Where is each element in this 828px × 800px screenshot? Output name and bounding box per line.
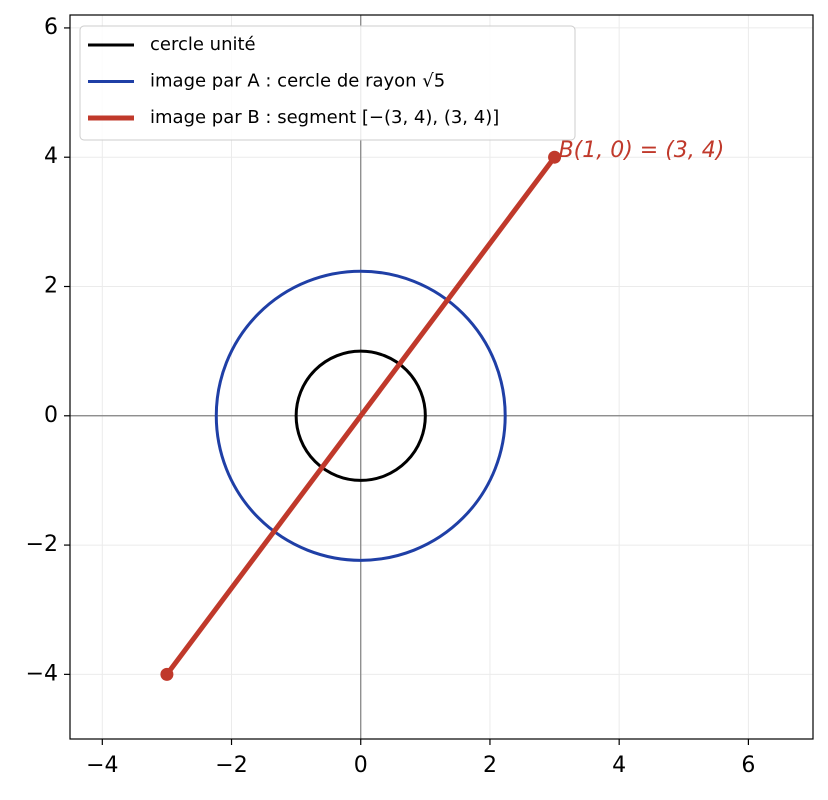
legend-label: cercle unité <box>150 34 256 55</box>
x-tick-label: 6 <box>741 753 755 778</box>
legend-label: image par A : cercle de rayon √5 <box>150 71 445 92</box>
x-tick-label: 4 <box>612 753 626 778</box>
x-tick-label: 2 <box>483 753 497 778</box>
circle <box>214 269 507 562</box>
y-tick-label: 4 <box>44 144 58 169</box>
y-tick-label: −4 <box>26 661 58 686</box>
circle <box>294 349 427 482</box>
y-tick-label: −2 <box>26 532 58 557</box>
annotation: B(1, 0) = (3, 4) <box>559 138 725 163</box>
x-tick-label: 0 <box>354 753 368 778</box>
legend-box <box>79 25 576 141</box>
y-tick-label: 6 <box>44 15 58 40</box>
endpoint <box>548 150 562 164</box>
y-tick-label: 2 <box>44 274 58 299</box>
x-tick-label: −4 <box>86 753 118 778</box>
endpoint <box>160 667 174 681</box>
y-tick-label: 0 <box>44 403 58 428</box>
legend-label: image par B : segment [−(3, 4), (3, 4)] <box>150 107 499 128</box>
x-tick-label: −2 <box>215 753 247 778</box>
segment <box>164 154 558 677</box>
plot-frame <box>69 14 814 740</box>
